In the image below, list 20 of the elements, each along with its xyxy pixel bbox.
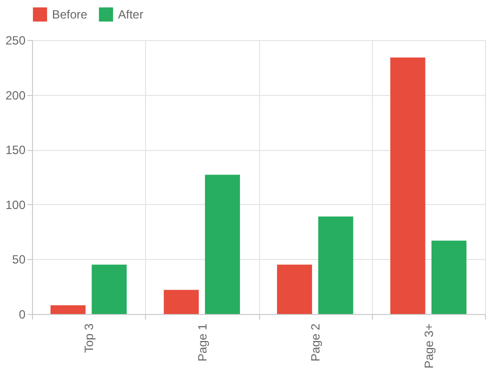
bar [431,240,466,314]
x-tick-label: Top 3 [82,323,96,353]
x-tick-label: Page 2 [308,323,323,362]
x-tick-label: Page 1 [195,323,210,362]
bar [50,305,86,314]
y-tick-label: 0 [18,308,26,322]
y-tick-label: 50 [12,252,26,267]
bar [204,174,240,314]
y-tick-label: 200 [5,88,26,102]
bar [318,216,354,314]
legend-label: Before [52,7,88,22]
y-tick-label: 150 [5,143,26,158]
bar [277,264,312,314]
y-tick-label: 250 [5,34,26,48]
y-tick-label: 100 [5,198,26,212]
bar [92,264,127,314]
legend-label: After [118,7,144,22]
bar [390,58,426,314]
bar [164,290,199,314]
x-tick-label: Page 3+ [422,324,436,369]
